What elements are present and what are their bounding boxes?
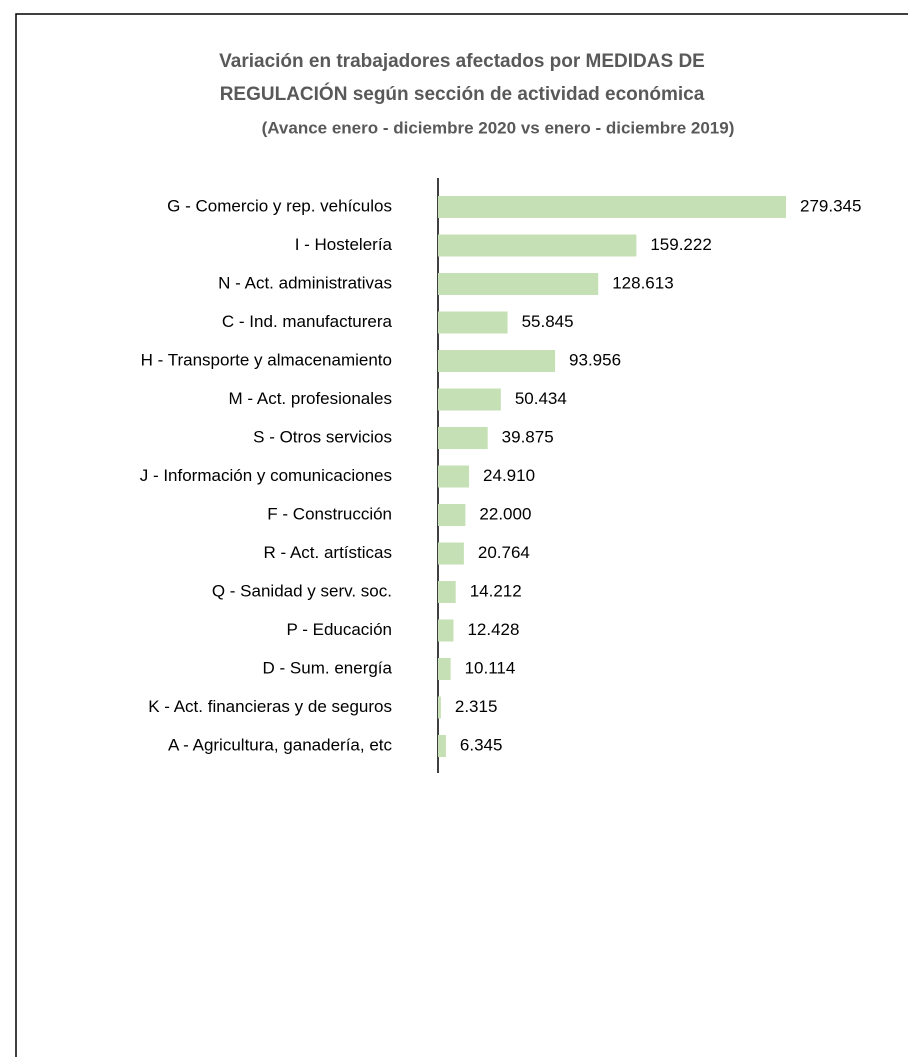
bar [438,427,488,449]
category-label: G - Comercio y rep. vehículos [167,196,392,215]
category-label: F - Construcción [267,504,392,523]
chart-border [15,13,908,1057]
value-label: 50.434 [515,389,567,408]
category-label: K - Act. financieras y de seguros [148,697,392,716]
category-label: I - Hostelería [295,235,393,254]
value-label: 20.764 [478,543,530,562]
bar [438,196,786,218]
value-label: 10.114 [465,658,516,677]
bar [438,735,446,757]
chart-title: Variación en trabajadores afectados por … [219,51,705,72]
category-label: D - Sum. energía [263,658,393,677]
chart-subtitle: (Avance enero - diciembre 2020 vs enero … [262,118,735,137]
value-label: 93.956 [569,350,621,369]
bar [438,504,466,526]
value-label: 22.000 [479,504,531,523]
bar [438,696,441,719]
value-label: 12.428 [467,620,519,639]
bar [438,542,464,565]
category-label: R - Act. artísticas [264,543,392,562]
bar [438,350,556,372]
chart-title: REGULACIÓN según sección de actividad ec… [220,83,705,105]
category-label: H - Transporte y almacenamiento [141,350,392,369]
value-label: 55.845 [522,312,574,331]
category-label: P - Educación [286,620,392,639]
value-label: 128.613 [612,273,673,292]
category-label: A - Agricultura, ganadería, etc [168,735,392,754]
value-label: 24.910 [483,466,535,485]
category-label: N - Act. administrativas [218,273,392,292]
value-label: 6.345 [460,735,503,754]
category-label: M - Act. profesionales [229,389,392,408]
category-label: S - Otros servicios [253,427,392,446]
bar [438,581,456,603]
value-label: 14.212 [470,581,522,600]
category-label: J - Información y comunicaciones [140,466,392,485]
bar [438,273,599,295]
bar [438,465,470,488]
bar [438,311,508,334]
value-label: 39.875 [502,427,554,446]
bar [438,234,637,257]
bar [438,388,501,411]
value-label: 2.315 [455,697,498,716]
value-label: 279.345 [800,196,861,215]
value-label: 159.222 [650,235,711,254]
bar [438,658,451,680]
category-label: Q - Sanidad y serv. soc. [212,581,392,600]
category-label: C - Ind. manufacturera [222,312,393,331]
bar [438,619,454,642]
